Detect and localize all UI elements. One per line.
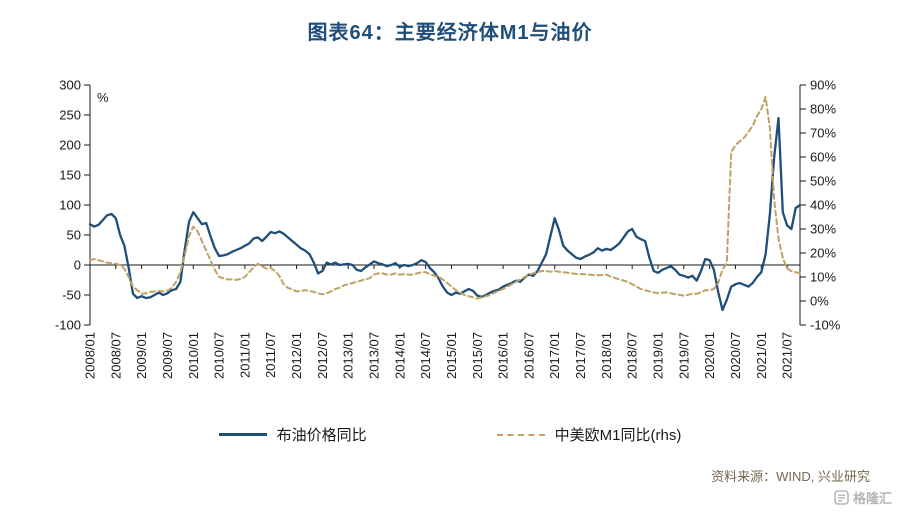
- right-tick-labels: 90% 80% 70% 60% 50% 40% 30% 20% 10% 0% -10%: [810, 78, 841, 333]
- right-tick-label: 90%: [810, 78, 836, 93]
- x-tick-labels: 2008/01 2008/07 2009/01 2009/07 2010/01 2010/…: [83, 332, 795, 379]
- left-tick-label: 300: [59, 78, 81, 93]
- x-tick-label: 2013/07: [367, 332, 382, 379]
- watermark-text: 格隆汇: [852, 491, 892, 506]
- left-tick-label: -100: [55, 318, 81, 333]
- x-tick-label: 2009/07: [160, 332, 175, 379]
- chart-title: 图表64：主要经济体M1与油价: [307, 22, 593, 44]
- left-tick-label: 250: [59, 108, 81, 123]
- x-tick-label: 2008/01: [83, 332, 98, 379]
- x-tick-label: 2014/01: [392, 332, 407, 379]
- x-tick-label: 2017/07: [573, 332, 588, 379]
- legend: 布油价格同比 中美欧M1同比(rhs): [0, 424, 900, 445]
- watermark: 格隆汇: [834, 488, 892, 507]
- right-tick-label: 80%: [810, 102, 836, 117]
- x-tick-label: 2016/07: [521, 332, 536, 379]
- left-tick-label: 200: [59, 138, 81, 153]
- x-tick-label: 2011/01: [237, 332, 252, 378]
- legend-line-sample-brent: [218, 433, 267, 436]
- legend-label-m1: 中美欧M1同比(rhs): [554, 427, 682, 444]
- x-tick-label: 2009/01: [134, 332, 149, 379]
- right-tick-label: 30%: [810, 222, 836, 237]
- x-tick-label: 2021/07: [780, 332, 795, 379]
- x-tick-label: 2010/07: [212, 332, 227, 379]
- right-tick-label: 50%: [810, 174, 836, 189]
- legend-item-brent: 布油价格同比: [218, 424, 367, 445]
- left-tick-labels: 300 250 200 150 100 50 0 -50 -100: [55, 78, 81, 333]
- left-tick-label: -50: [62, 288, 81, 303]
- x-tick-label: 2018/07: [625, 332, 640, 379]
- x-tick-label: 2008/07: [108, 332, 123, 379]
- x-tick-label: 2019/07: [676, 332, 691, 379]
- x-tick-label: 2020/01: [702, 332, 717, 379]
- right-tick-label: 40%: [810, 198, 836, 213]
- legend-label-brent: 布油价格同比: [276, 427, 367, 444]
- x-tick-label: 2013/01: [341, 332, 356, 379]
- x-tick-label: 2011/07: [263, 332, 278, 378]
- x-tick-label: 2010/01: [186, 332, 201, 379]
- right-tick-label: 0%: [810, 294, 829, 309]
- source-note: 资料来源：WIND, 兴业研究: [711, 469, 870, 484]
- left-tick-label: 0: [74, 258, 81, 273]
- left-tick-label: 50: [67, 228, 81, 243]
- right-tick-label: 10%: [810, 270, 836, 285]
- x-tick-label: 2012/01: [289, 332, 304, 379]
- x-tick-label: 2020/07: [728, 332, 743, 379]
- series-line-m1: [89, 96, 801, 300]
- right-tick-label: 60%: [810, 150, 836, 165]
- left-axis-unit-label: %: [97, 90, 109, 105]
- x-tick-label: 2017/01: [547, 332, 562, 379]
- gelonghui-logo-icon: [834, 490, 849, 505]
- legend-line-sample-m1: [496, 433, 545, 436]
- x-tick-label: 2016/01: [496, 332, 511, 379]
- left-tick-label: 100: [59, 198, 81, 213]
- x-tick-label: 2014/07: [418, 332, 433, 379]
- x-tick-label: 2015/07: [470, 332, 485, 379]
- right-tick-label: 20%: [810, 246, 836, 261]
- right-tick-label: 70%: [810, 126, 836, 141]
- series-line-brent: [88, 116, 802, 312]
- x-tick-label: 2018/01: [599, 332, 614, 379]
- left-tick-label: 150: [59, 168, 81, 183]
- x-tick-label: 2021/01: [754, 332, 769, 379]
- x-tick-label: 2019/01: [651, 332, 666, 379]
- x-tick-label: 2012/07: [315, 332, 330, 379]
- right-tick-label: -10%: [810, 318, 841, 333]
- x-tick-label: 2015/01: [444, 332, 459, 379]
- legend-item-m1: 中美欧M1同比(rhs): [496, 424, 682, 445]
